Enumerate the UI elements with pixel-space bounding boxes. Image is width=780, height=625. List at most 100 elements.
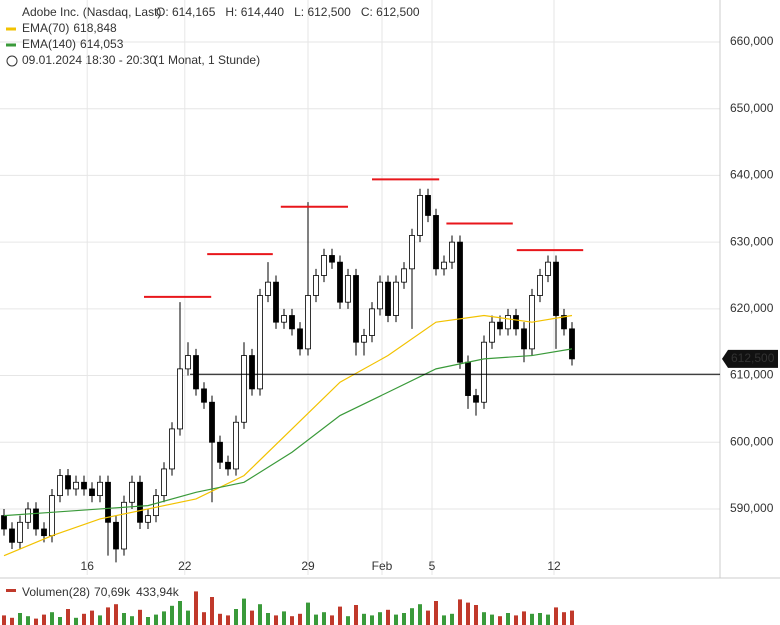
- candle-body: [17, 521, 23, 543]
- candle-body: [569, 328, 575, 360]
- candle-body: [145, 515, 151, 523]
- volume-bar: [210, 597, 214, 625]
- volume-bar: [26, 616, 30, 625]
- candle-body: [209, 401, 215, 443]
- volume-bar: [34, 618, 38, 625]
- volume-bar: [306, 602, 310, 625]
- volume-bar: [122, 613, 126, 625]
- candle-body: [433, 215, 439, 270]
- candle-body: [553, 261, 559, 316]
- candle-body: [353, 275, 359, 343]
- clock-icon: [6, 55, 18, 67]
- volume-bar: [570, 610, 574, 625]
- legend-value: 618,848: [73, 21, 117, 35]
- volume-bar: [394, 614, 398, 625]
- candle-body: [497, 321, 503, 330]
- candle-body: [409, 235, 415, 270]
- volume-bar: [42, 614, 46, 625]
- candle-body: [449, 241, 455, 263]
- candle-body: [513, 315, 519, 330]
- candle-body: [217, 441, 223, 463]
- price-tag: [722, 349, 778, 368]
- y-tick-label: 660,000: [730, 34, 774, 48]
- volume-bar: [354, 605, 358, 625]
- candle-body: [465, 361, 471, 396]
- candle-body: [257, 295, 263, 390]
- volume-bar: [506, 613, 510, 625]
- ema-line: [3, 348, 573, 517]
- volume-bar: [410, 608, 414, 625]
- volume-bar: [130, 616, 134, 625]
- candle-body: [305, 295, 311, 350]
- volume-bar: [58, 617, 62, 625]
- volume-bar: [202, 612, 206, 625]
- volume-bar: [194, 591, 198, 625]
- volume-bar: [434, 601, 438, 625]
- candle-body: [185, 355, 191, 370]
- volume-bar: [290, 616, 294, 625]
- candle-body: [57, 475, 63, 497]
- volume-bar: [370, 615, 374, 625]
- volume-bar: [538, 613, 542, 625]
- candle-body: [177, 368, 183, 430]
- candle-body: [201, 388, 207, 403]
- volume-bar: [106, 607, 110, 625]
- volume-bar: [114, 604, 118, 625]
- volume-bar: [266, 613, 270, 625]
- volume-bar: [66, 609, 70, 625]
- volume-bar: [98, 615, 102, 625]
- legend-swatch: [6, 27, 16, 31]
- volume-bar: [362, 613, 366, 625]
- candle-body: [369, 308, 375, 336]
- instrument: Adobe Inc. (Nasdaq, Last): [22, 5, 161, 19]
- volume-bar: [522, 611, 526, 625]
- volume-bar: [146, 617, 150, 625]
- candle-body: [65, 475, 71, 490]
- legend-value: 614,053: [80, 37, 124, 51]
- volume-bar: [178, 601, 182, 625]
- volume-bar: [138, 609, 142, 625]
- candle-body: [441, 261, 447, 270]
- volume-bar: [482, 612, 486, 625]
- candle-body: [33, 508, 39, 530]
- candle-body: [249, 355, 255, 390]
- volume-bar: [186, 610, 190, 625]
- volume-bar: [2, 615, 6, 625]
- volume-bar: [234, 609, 238, 625]
- period: 09.01.2024 18:30 - 20:30: [22, 53, 156, 67]
- volume-bar: [250, 610, 254, 625]
- ohlc-value: H: 614,440: [225, 5, 284, 19]
- y-tick-label: 620,000: [730, 301, 774, 315]
- x-tick-label: 16: [81, 559, 95, 573]
- candle-body: [401, 268, 407, 283]
- candle-body: [241, 355, 247, 423]
- interval: (1 Monat, 1 Stunde): [154, 53, 260, 67]
- volume-bar: [74, 617, 78, 625]
- volume-bar: [426, 610, 430, 625]
- candle-body: [1, 515, 7, 530]
- volume-bar: [258, 604, 262, 625]
- candle-body: [25, 508, 31, 523]
- volume-bar: [282, 611, 286, 625]
- volume-bar: [530, 613, 534, 625]
- volume-value: 70,69k: [94, 585, 131, 599]
- candle-body: [89, 488, 95, 497]
- volume-bar: [330, 615, 334, 625]
- ohlc-value: O: 614,165: [156, 5, 216, 19]
- volume-bar: [90, 610, 94, 625]
- x-tick-label: Feb: [372, 559, 393, 573]
- candle-body: [505, 315, 511, 330]
- candle-body: [393, 281, 399, 316]
- candle-body: [105, 481, 111, 523]
- candle-body: [169, 428, 175, 470]
- volume-bar: [546, 614, 550, 625]
- volume-bar: [442, 615, 446, 625]
- volume-bar: [242, 598, 246, 625]
- volume-bar: [378, 612, 382, 625]
- volume-bar: [338, 606, 342, 625]
- x-tick-label: 12: [547, 559, 561, 573]
- y-tick-label: 600,000: [730, 434, 774, 448]
- candle-body: [41, 528, 47, 537]
- volume-label: Volumen(28): [22, 585, 90, 599]
